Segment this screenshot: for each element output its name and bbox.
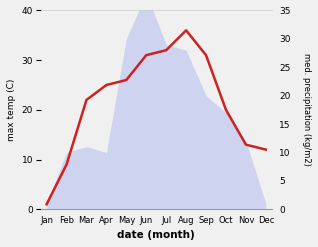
Y-axis label: med. precipitation (kg/m2): med. precipitation (kg/m2) (302, 53, 311, 166)
X-axis label: date (month): date (month) (117, 230, 195, 240)
Y-axis label: max temp (C): max temp (C) (7, 79, 16, 141)
